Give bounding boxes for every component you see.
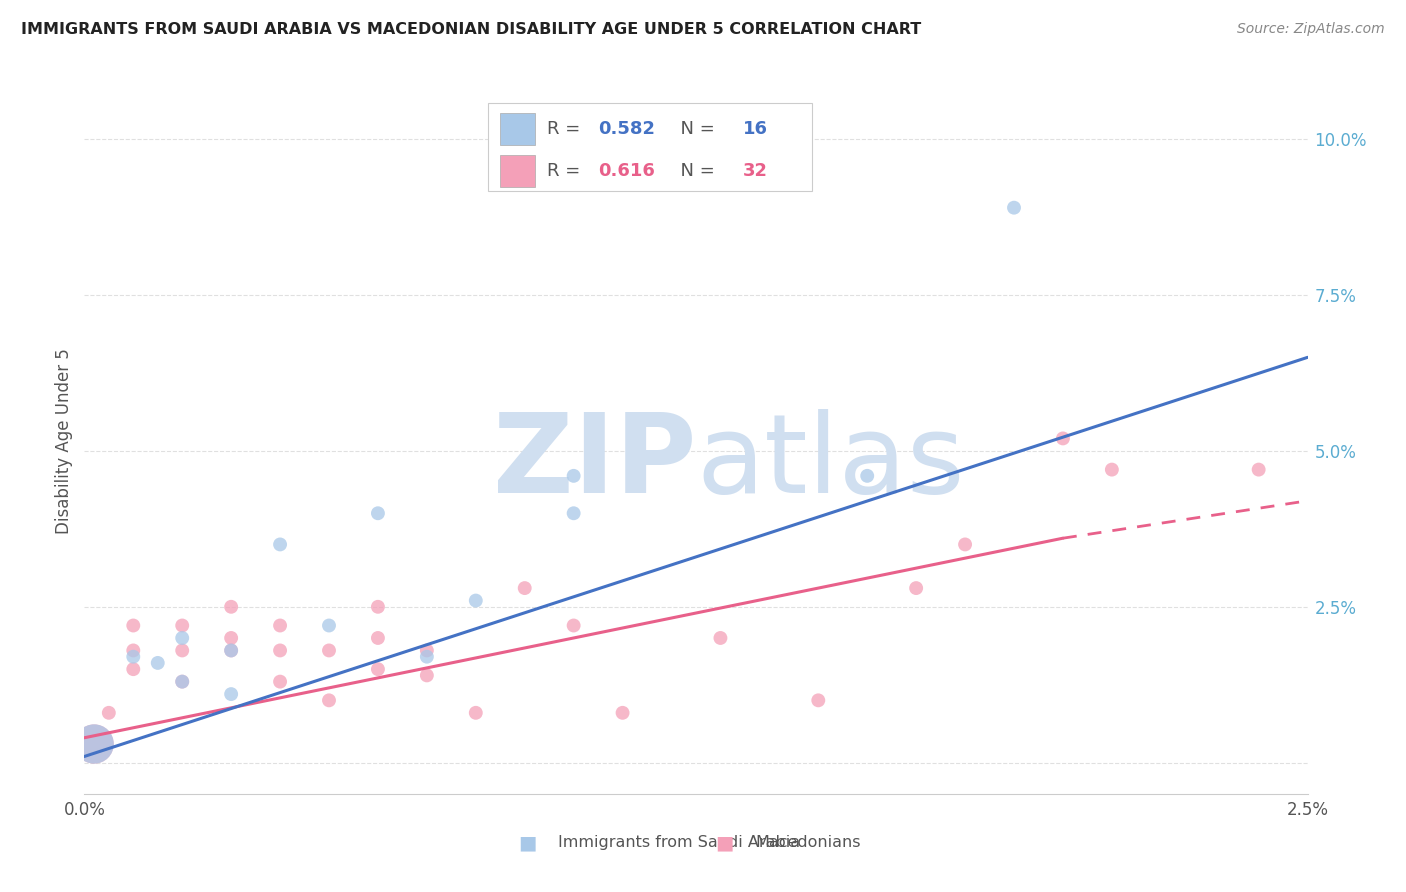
Bar	[501, 113, 534, 145]
Point	[807, 693, 830, 707]
Point	[367, 631, 389, 645]
Point	[905, 581, 928, 595]
Point	[1052, 432, 1074, 446]
Point	[562, 468, 585, 483]
Point	[172, 674, 194, 689]
Point	[269, 537, 291, 551]
Point	[416, 649, 439, 664]
Point	[513, 581, 536, 595]
Text: ■: ■	[517, 833, 537, 853]
Point	[1002, 201, 1025, 215]
Text: 0.616: 0.616	[598, 162, 655, 180]
Y-axis label: Disability Age Under 5: Disability Age Under 5	[55, 349, 73, 534]
Point	[367, 506, 389, 520]
Point	[83, 737, 105, 751]
Point	[856, 468, 879, 483]
Text: ■: ■	[714, 833, 734, 853]
Text: Source: ZipAtlas.com: Source: ZipAtlas.com	[1237, 22, 1385, 37]
Point	[318, 618, 340, 632]
Text: 16: 16	[742, 120, 768, 138]
Point	[367, 599, 389, 614]
Text: IMMIGRANTS FROM SAUDI ARABIA VS MACEDONIAN DISABILITY AGE UNDER 5 CORRELATION CH: IMMIGRANTS FROM SAUDI ARABIA VS MACEDONI…	[21, 22, 921, 37]
Text: 32: 32	[742, 162, 768, 180]
Point	[122, 643, 145, 657]
Point	[269, 618, 291, 632]
Point	[1101, 462, 1123, 476]
Point	[172, 643, 194, 657]
Point	[709, 631, 731, 645]
Text: atlas: atlas	[696, 409, 965, 516]
Point	[562, 506, 585, 520]
Text: Immigrants from Saudi Arabia: Immigrants from Saudi Arabia	[558, 836, 800, 850]
Point	[318, 693, 340, 707]
Point	[83, 737, 105, 751]
Point	[172, 631, 194, 645]
Point	[1247, 462, 1270, 476]
Point	[367, 662, 389, 676]
FancyBboxPatch shape	[488, 103, 813, 191]
Point	[269, 643, 291, 657]
Point	[464, 593, 486, 607]
Point	[97, 706, 120, 720]
Point	[219, 631, 242, 645]
Point	[612, 706, 634, 720]
Point	[562, 618, 585, 632]
Point	[416, 643, 439, 657]
Text: ZIP: ZIP	[492, 409, 696, 516]
Point	[146, 656, 169, 670]
Point	[219, 599, 242, 614]
Text: N =: N =	[669, 120, 720, 138]
Point	[318, 643, 340, 657]
Text: N =: N =	[669, 162, 720, 180]
Point	[219, 687, 242, 701]
Point	[172, 674, 194, 689]
Point	[122, 618, 145, 632]
Point	[219, 643, 242, 657]
Point	[172, 618, 194, 632]
Point	[464, 706, 486, 720]
Point	[416, 668, 439, 682]
Point	[219, 643, 242, 657]
Point	[269, 674, 291, 689]
Text: 0.582: 0.582	[598, 120, 655, 138]
Text: R =: R =	[547, 120, 586, 138]
Point	[953, 537, 976, 551]
Point	[122, 649, 145, 664]
Point	[122, 662, 145, 676]
Text: R =: R =	[547, 162, 586, 180]
Text: Macedonians: Macedonians	[755, 836, 860, 850]
Bar	[501, 155, 534, 187]
